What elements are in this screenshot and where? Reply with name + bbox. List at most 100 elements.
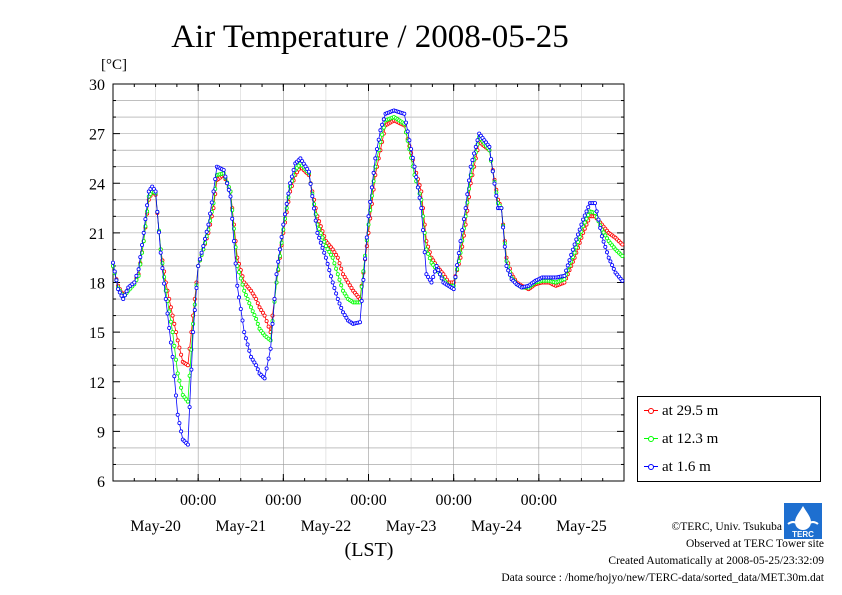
data-point xyxy=(310,194,315,199)
data-point xyxy=(268,346,273,351)
observed-text: Observed at TERC Tower site xyxy=(685,538,824,550)
data-point xyxy=(427,256,432,261)
data-point xyxy=(266,324,271,329)
data-point xyxy=(361,277,366,282)
data-point xyxy=(240,282,245,287)
data-point xyxy=(320,235,325,240)
legend-item-29-5m: at 29.5 m xyxy=(644,401,718,421)
data-point xyxy=(439,276,444,281)
data-point xyxy=(470,158,475,163)
y-tick-label: 27 xyxy=(89,127,105,144)
data-point xyxy=(274,272,279,277)
data-point xyxy=(490,169,495,174)
data-point xyxy=(334,252,339,257)
data-point xyxy=(344,277,349,282)
data-point xyxy=(313,218,318,223)
data-point xyxy=(344,315,349,320)
data-point xyxy=(213,177,218,182)
data-point xyxy=(426,274,431,279)
data-point xyxy=(582,220,587,225)
data-point xyxy=(598,225,603,230)
data-point xyxy=(593,201,598,206)
data-point xyxy=(420,228,425,233)
data-point xyxy=(334,266,339,271)
data-point xyxy=(381,125,386,130)
data-point xyxy=(570,247,575,252)
data-point xyxy=(245,342,250,347)
x-date-label: May-23 xyxy=(386,518,437,535)
data-point xyxy=(582,213,587,218)
data-point xyxy=(192,308,197,313)
data-point xyxy=(335,272,340,277)
series-0 xyxy=(111,118,625,368)
data-point xyxy=(170,313,175,318)
data-point xyxy=(323,244,328,249)
data-point xyxy=(601,239,606,244)
data-point xyxy=(403,120,408,125)
legend: at 29.5 m at 12.3 m at 1.6 m xyxy=(637,396,821,482)
data-point xyxy=(461,217,466,222)
data-point xyxy=(455,263,460,268)
data-point xyxy=(236,295,241,300)
data-point xyxy=(322,239,327,244)
data-point xyxy=(196,263,201,268)
data-point xyxy=(419,206,424,211)
data-point xyxy=(257,305,262,310)
x-axis-label: (LST) xyxy=(345,539,394,561)
series-line xyxy=(112,119,623,366)
logo-text: TERC xyxy=(792,530,814,539)
data-point xyxy=(330,247,335,252)
data-point xyxy=(238,276,243,281)
data-point xyxy=(346,280,351,285)
series-layer xyxy=(111,108,625,447)
data-point xyxy=(298,156,303,161)
data-point xyxy=(233,261,238,266)
data-point xyxy=(153,189,158,194)
data-point xyxy=(242,330,247,335)
data-point xyxy=(318,240,323,245)
data-point xyxy=(601,230,606,235)
y-tick-label: 24 xyxy=(89,176,105,193)
data-point xyxy=(138,255,143,260)
data-point xyxy=(173,330,178,335)
data-point xyxy=(432,269,437,274)
data-point xyxy=(339,283,344,288)
data-point xyxy=(332,285,337,290)
data-point xyxy=(596,217,601,222)
legend-label: at 1.6 m xyxy=(662,458,711,475)
data-point xyxy=(453,275,458,280)
data-point xyxy=(366,214,371,219)
data-point xyxy=(586,213,591,218)
data-point xyxy=(374,147,379,152)
data-point xyxy=(197,257,202,262)
data-point xyxy=(429,280,434,285)
data-point xyxy=(369,185,374,190)
data-point xyxy=(409,147,414,152)
data-point xyxy=(594,209,599,214)
data-point xyxy=(565,263,570,268)
data-point xyxy=(139,242,144,247)
x-date-label: May-22 xyxy=(301,518,352,535)
data-point xyxy=(434,263,439,268)
data-point xyxy=(402,111,407,116)
data-point xyxy=(576,232,581,237)
data-point xyxy=(281,222,286,227)
data-point xyxy=(463,206,468,211)
data-point xyxy=(494,193,499,198)
data-point xyxy=(475,138,480,143)
terc-logo: TERC xyxy=(784,503,822,539)
data-point xyxy=(242,288,247,293)
data-point xyxy=(160,261,165,266)
data-point xyxy=(337,277,342,282)
data-point xyxy=(340,272,345,277)
data-point xyxy=(276,259,281,264)
x-time-label: 00:00 xyxy=(435,492,471,509)
data-point xyxy=(240,318,245,323)
legend-swatch-green xyxy=(644,434,658,444)
data-point xyxy=(327,249,332,254)
data-point xyxy=(262,313,267,318)
data-point xyxy=(317,219,322,224)
data-point xyxy=(499,206,504,211)
y-tick-label: 15 xyxy=(89,325,105,342)
